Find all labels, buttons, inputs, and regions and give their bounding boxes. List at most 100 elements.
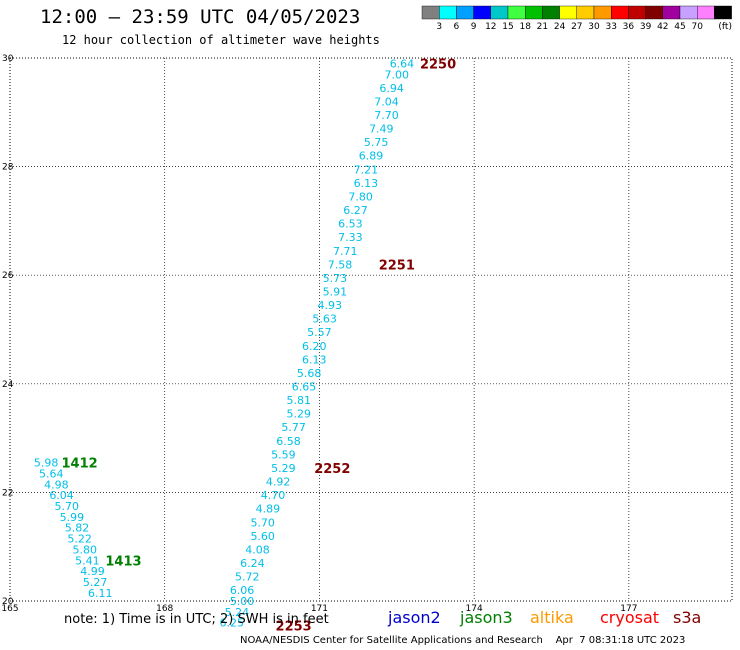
swh-value: 4.99 (80, 565, 105, 578)
legend-label: 33 (605, 22, 616, 32)
swh-value: 5.73 (323, 272, 348, 285)
y-tick-label: 24 (2, 380, 14, 390)
swh-value: 5.63 (312, 313, 337, 326)
swh-value: 5.64 (39, 467, 64, 480)
y-tick-label: 20 (2, 597, 14, 607)
x-tick-label: 177 (620, 604, 637, 614)
legend-label: 12 (485, 22, 496, 32)
swh-value: 6.13 (302, 353, 327, 366)
swh-value: 5.98 (34, 457, 59, 470)
legend-swatch (542, 5, 560, 20)
satellite-cryosat: cryosat (600, 608, 660, 627)
x-tick-label: 165 (1, 604, 18, 614)
legend-label: 70 (691, 22, 703, 32)
legend-label: 9 (471, 22, 477, 32)
legend-swatch (576, 5, 595, 20)
legend-swatch (662, 5, 681, 20)
swh-value: 5.00 (230, 595, 255, 608)
swh-value: 6.13 (354, 177, 379, 190)
y-tick-label: 22 (2, 488, 13, 498)
swh-value: 6.64 (390, 57, 415, 70)
legend-swatch (611, 5, 629, 20)
swh-value: 4.89 (256, 503, 281, 516)
legend-label: 21 (537, 22, 548, 32)
legend-swatch (525, 5, 543, 20)
legend-swatch (593, 5, 612, 20)
pass-label: 2252 (314, 462, 350, 477)
pass-label: 2251 (379, 258, 415, 273)
legend-label: 3 (436, 22, 442, 32)
swh-value: 5.99 (60, 511, 85, 524)
swh-value: 5.81 (287, 394, 312, 407)
x-tick-label: 174 (466, 604, 483, 614)
swh-value: 4.70 (261, 489, 286, 502)
grid-lines (9, 57, 732, 602)
legend-swatch (421, 5, 440, 20)
swh-value: 6.89 (359, 150, 384, 163)
y-tick-label: 26 (2, 271, 14, 281)
legend-swatch (559, 5, 577, 20)
swh-value: 5.27 (83, 576, 108, 589)
swh-value: 6.65 (292, 381, 317, 394)
swh-value: 5.91 (323, 285, 348, 298)
x-tick-label: 171 (311, 604, 328, 614)
legend-swatch (628, 5, 646, 20)
swh-value: 7.33 (338, 231, 363, 244)
y-tick-label: 28 (2, 163, 14, 173)
legend-swatch (456, 5, 474, 20)
swh-value: 7.49 (369, 123, 394, 136)
swh-value: 5.41 (75, 554, 100, 567)
legend-label: 18 (519, 22, 531, 32)
x-tick-label: 168 (156, 604, 173, 614)
swh-value: 7.70 (374, 109, 399, 122)
legend-label: 42 (657, 22, 668, 32)
pass-labels: 2250 2251 2252 2253 1412 1413 (62, 57, 457, 634)
swh-value: 4.93 (317, 299, 342, 312)
legend-label: 36 (623, 22, 635, 32)
legend-label: 39 (640, 22, 652, 32)
legend-swatch (490, 5, 509, 20)
legend-swatch (679, 5, 698, 20)
swh-value: 6.27 (343, 204, 368, 217)
color-scale-legend: 3 6 9 12 15 18 21 24 27 30 33 36 39 42 45 70 (ft) (421, 5, 732, 32)
y-tick-label: 30 (2, 54, 14, 64)
satellite-jason2: jason2 (388, 608, 441, 627)
swh-value: 7.80 (348, 190, 373, 203)
credit-line: NOAA/NESDIS Center for Satellite Applica… (240, 635, 686, 646)
satellite-altika: altika (530, 608, 574, 627)
swh-value: 6.20 (302, 340, 327, 353)
satellite-s3a: s3a (673, 608, 702, 627)
legend-swatch (507, 5, 526, 20)
legend-label: 30 (588, 22, 600, 32)
swh-value: 5.22 (67, 533, 92, 546)
chart-subtitle: 12 hour collection of altimeter wave hei… (62, 33, 380, 47)
legend-swatch (439, 5, 457, 20)
swh-value: 4.08 (245, 543, 270, 556)
legend-label: 6 (454, 22, 460, 32)
swh-value: 5.68 (297, 367, 322, 380)
swh-value: 7.04 (374, 95, 399, 108)
legend-label: 45 (674, 22, 685, 32)
swh-value: 5.70 (250, 516, 275, 529)
footnote: note: 1) Time is in UTC; 2) SWH is in fe… (64, 612, 329, 627)
legend-swatch (473, 5, 492, 20)
swh-value: 5.77 (281, 421, 306, 434)
swh-value: 7.21 (354, 163, 379, 176)
satellite-jason3: jason3 (460, 608, 513, 627)
swh-value: 6.25 (220, 617, 245, 630)
legend-swatch (645, 5, 663, 20)
swh-value: 5.24 (225, 606, 250, 619)
legend-label: 27 (571, 22, 582, 32)
swh-value: 5.75 (364, 136, 389, 149)
data-points: 6.647.006.947.047.707.495.756.897.216.13… (34, 57, 414, 629)
swh-value: 5.70 (54, 500, 79, 513)
swh-value: 5.72 (235, 571, 260, 584)
swh-value: 6.94 (379, 82, 404, 95)
swh-value: 6.04 (49, 489, 74, 502)
swh-value: 5.82 (65, 522, 90, 535)
swh-value: 5.59 (271, 448, 296, 461)
swh-value: 5.57 (307, 326, 332, 339)
swh-value: 7.00 (385, 68, 410, 81)
legend-unit: (ft) (718, 22, 732, 32)
chart-title: 12:00 – 23:59 UTC 04/05/2023 (40, 6, 361, 28)
